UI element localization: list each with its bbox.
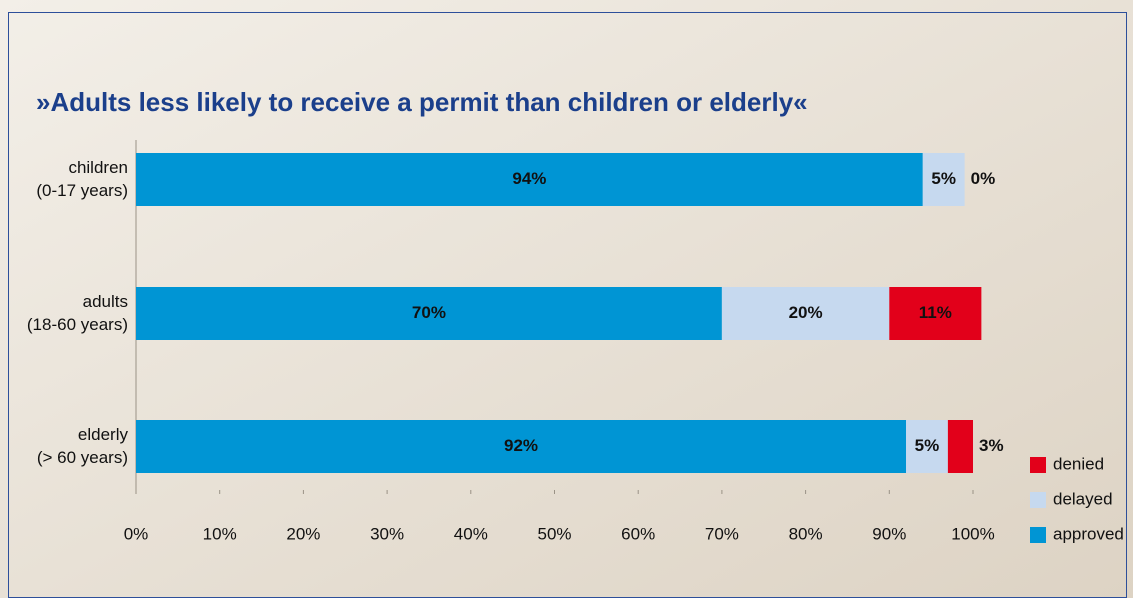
- value-label: 11%: [919, 303, 952, 322]
- x-tick-label: 10%: [203, 524, 237, 543]
- bar-segment: [136, 153, 923, 206]
- bar-segment: [136, 420, 907, 473]
- value-label: 70%: [412, 303, 446, 322]
- category-label: adults: [83, 292, 128, 311]
- x-tick-label: 50%: [537, 524, 571, 543]
- value-label: 94%: [512, 169, 546, 188]
- bar-segment: [136, 287, 722, 340]
- x-tick-label: 0%: [124, 524, 149, 543]
- x-tick-label: 70%: [705, 524, 739, 543]
- x-tick-label: 20%: [286, 524, 320, 543]
- x-tick-label: 30%: [370, 524, 404, 543]
- legend-swatch: [1030, 457, 1046, 473]
- bar-segment: [889, 287, 982, 340]
- legend-swatch: [1030, 492, 1046, 508]
- value-label: 92%: [504, 436, 538, 455]
- value-label: 5%: [915, 436, 940, 455]
- x-tick-label: 90%: [872, 524, 906, 543]
- bar-segment: [906, 420, 948, 473]
- value-label: 0%: [971, 169, 996, 188]
- value-label: 3%: [979, 436, 1004, 455]
- legend-swatch: [1030, 527, 1046, 543]
- category-label: (0-17 years): [36, 181, 128, 200]
- legend-label: denied: [1053, 454, 1104, 473]
- category-label: elderly: [78, 425, 129, 444]
- bar-segment: [922, 153, 965, 206]
- category-label: children: [68, 158, 128, 177]
- legend-label: delayed: [1053, 489, 1113, 508]
- value-label: 5%: [931, 169, 956, 188]
- category-label: (18-60 years): [27, 315, 128, 334]
- x-tick-label: 60%: [621, 524, 655, 543]
- category-label: (> 60 years): [37, 448, 128, 467]
- legend-label: approved: [1053, 524, 1124, 543]
- x-tick-label: 80%: [789, 524, 823, 543]
- x-tick-label: 100%: [951, 524, 994, 543]
- chart-title: »Adults less likely to receive a permit …: [36, 87, 808, 117]
- bar-segment: [721, 287, 890, 340]
- value-label: 20%: [789, 303, 823, 322]
- bar-segment: [947, 420, 973, 473]
- x-tick-label: 40%: [454, 524, 488, 543]
